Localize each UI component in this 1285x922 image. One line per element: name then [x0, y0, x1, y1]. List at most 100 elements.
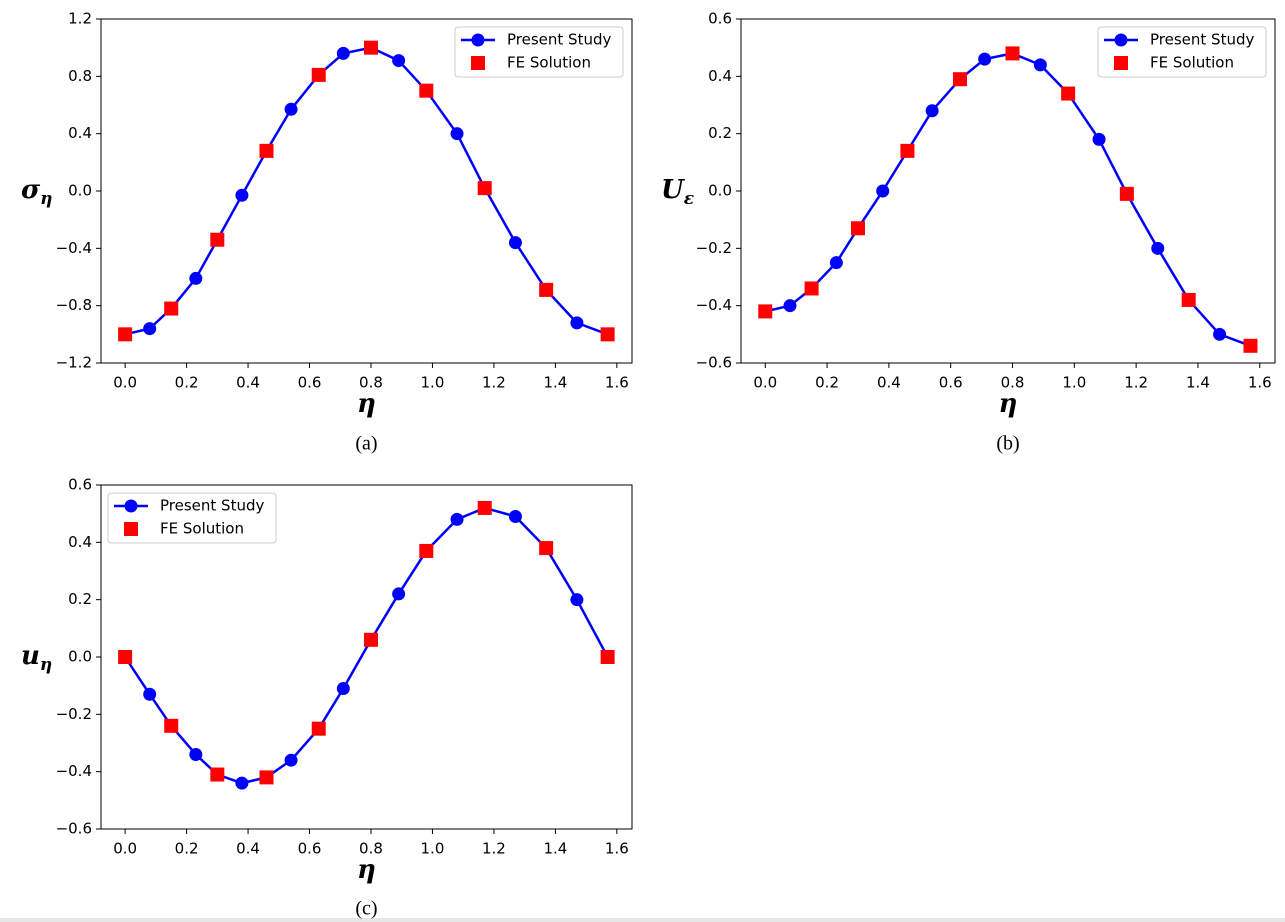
x-tick-label: 0.8: [359, 374, 383, 392]
x-tick-label: 0.4: [236, 374, 260, 392]
x-tick-label: 0.4: [877, 374, 901, 392]
circle-marker: [1213, 327, 1227, 341]
y-tick-label: −0.4: [56, 762, 92, 780]
circle-marker: [143, 322, 157, 336]
square-marker: [539, 541, 554, 556]
subplot: 0.0 0.2 0.4 0.6 0.8 1.0 1.2 1.4 1.6 −1.2 −0.8 −0.4 0…: [21, 10, 633, 455]
circle-marker: [508, 236, 522, 250]
square-marker: [164, 301, 179, 316]
x-tick-label: 1.0: [1062, 374, 1086, 392]
y-tick-label: −1.2: [56, 354, 92, 372]
y-tick-label: 0.0: [68, 182, 92, 200]
x-tick-label: 1.4: [543, 374, 567, 392]
x-tick-label: 0.8: [359, 840, 383, 858]
circle-marker: [235, 776, 249, 790]
x-axis-label: η: [357, 855, 376, 885]
x-tick-label: 1.4: [1186, 374, 1210, 392]
x-tick-label: 1.6: [1248, 374, 1272, 392]
square-marker: [477, 181, 492, 196]
circle-marker: [570, 593, 584, 607]
y-tick-label: 0.4: [708, 67, 732, 85]
x-tick-label: 0.2: [815, 374, 839, 392]
circle-marker: [284, 753, 298, 767]
square-marker: [1061, 86, 1076, 101]
x-tick-label: 1.2: [482, 840, 506, 858]
y-axis-subscript: η: [40, 655, 52, 675]
y-tick-label: 0.0: [68, 648, 92, 666]
legend-label: FE Solution: [507, 54, 591, 72]
square-marker: [1119, 186, 1134, 201]
y-tick-label: −0.6: [696, 354, 732, 372]
square-marker: [164, 718, 179, 733]
square-marker: [1243, 338, 1258, 353]
legend-box: [1097, 26, 1267, 78]
legend-circle: [124, 499, 138, 513]
x-tick-label: 0.2: [175, 374, 199, 392]
x-axis-label: η: [999, 389, 1018, 419]
legend-box: [107, 492, 277, 544]
square-marker: [311, 721, 326, 736]
x-tick-label: 1.6: [605, 374, 629, 392]
circle-marker: [189, 271, 203, 285]
y-tick-label: −0.2: [696, 239, 732, 257]
y-axis-label: ση: [21, 175, 53, 209]
circle-marker: [1092, 132, 1106, 146]
x-tick-label: 0.0: [113, 374, 137, 392]
y-tick-label: 0.4: [68, 533, 92, 551]
circle-marker: [508, 510, 522, 524]
square-marker: [419, 83, 434, 98]
y-axis-label: uη: [21, 641, 52, 675]
plot-frame: [740, 18, 1276, 364]
legend-label: FE Solution: [1150, 54, 1234, 72]
y-tick-label: 0.2: [68, 590, 92, 608]
circle-marker: [284, 102, 298, 116]
square-marker: [600, 327, 615, 342]
legend-label: Present Study: [160, 497, 264, 515]
y-axis-symbol: u: [21, 641, 40, 671]
x-tick-label: 0.2: [175, 840, 199, 858]
circle-marker: [336, 46, 350, 60]
x-tick-label: 1.0: [421, 374, 445, 392]
x-tick-label: 0.8: [1001, 374, 1025, 392]
square-marker: [118, 327, 133, 342]
circle-marker: [392, 587, 406, 601]
legend-label: Present Study: [1150, 31, 1254, 49]
circle-marker: [189, 747, 203, 761]
legend-square: [124, 522, 138, 536]
square-marker: [210, 232, 225, 247]
legend-circle: [471, 33, 485, 47]
x-tick-label: 0.6: [298, 840, 322, 858]
caption: (a): [355, 433, 377, 455]
x-tick-label: 0.6: [939, 374, 963, 392]
circle-marker: [336, 682, 350, 696]
circle-marker: [876, 184, 890, 198]
bottom-strip: [0, 918, 1285, 922]
square-marker: [952, 72, 967, 87]
x-tick-label: 1.2: [1124, 374, 1148, 392]
y-tick-label: −0.8: [56, 296, 92, 314]
square-marker: [363, 632, 378, 647]
y-tick-label: 0.6: [708, 10, 732, 28]
square-marker: [900, 143, 915, 158]
square-marker: [419, 543, 434, 558]
square-marker: [600, 650, 615, 664]
legend-circle: [1114, 33, 1128, 47]
caption: (b): [996, 433, 1019, 455]
square-marker: [259, 770, 274, 785]
x-tick-label: 1.0: [421, 840, 445, 858]
y-tick-label: −0.4: [696, 296, 732, 314]
x-tick-label: 1.2: [482, 374, 506, 392]
circle-marker: [783, 299, 797, 313]
y-tick-label: −0.2: [56, 705, 92, 723]
plot-frame: [100, 18, 633, 364]
x-tick-label: 0.0: [753, 374, 777, 392]
square-marker: [804, 281, 819, 296]
circle-marker: [570, 316, 584, 330]
y-tick-label: 0.6: [68, 476, 92, 494]
circle-marker: [829, 256, 843, 270]
square-marker: [539, 282, 554, 297]
y-tick-label: −0.4: [56, 239, 92, 257]
circle-marker: [925, 104, 939, 118]
